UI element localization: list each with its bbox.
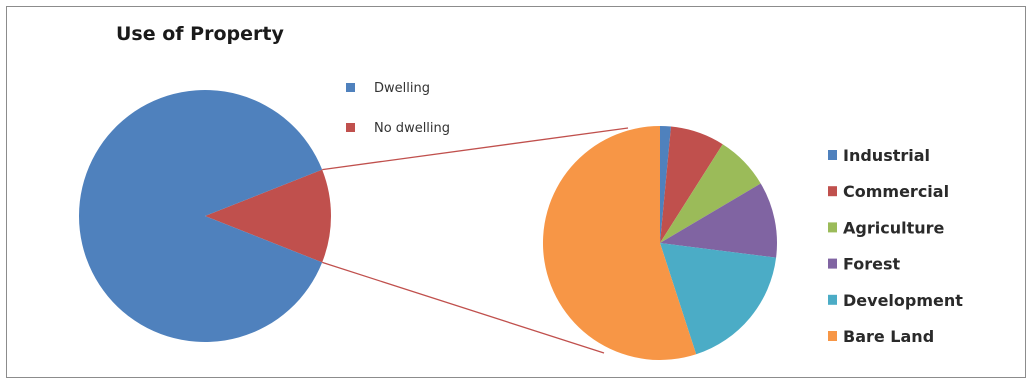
primary-pie: [79, 90, 331, 342]
legend-label-no-dwelling: No dwelling: [374, 121, 450, 136]
legend-primary: Dwelling No dwelling: [346, 81, 450, 136]
legend-label-agriculture: Agriculture: [843, 218, 945, 237]
legend-label-dwelling: Dwelling: [374, 81, 430, 96]
legend-swatch-bare-land: [828, 331, 837, 341]
legend-label-commercial: Commercial: [843, 182, 949, 201]
chart-title: Use of Property: [116, 23, 284, 45]
secondary-pie: [543, 126, 777, 360]
legend-label-bare-land: Bare Land: [843, 327, 934, 346]
legend-swatch-industrial: [828, 150, 837, 160]
legend-label-forest: Forest: [843, 255, 901, 274]
legend-swatch-no-dwelling: [346, 123, 355, 132]
legend-label-development: Development: [843, 291, 963, 310]
legend-swatch-agriculture: [828, 222, 837, 232]
legend-swatch-development: [828, 295, 837, 305]
legend-label-industrial: Industrial: [843, 146, 930, 165]
legend-swatch-dwelling: [346, 83, 355, 92]
legend-swatch-commercial: [828, 186, 837, 196]
legend-secondary: Industrial Commercial Agriculture Forest Dev…: [828, 146, 963, 346]
legend-swatch-forest: [828, 259, 837, 269]
